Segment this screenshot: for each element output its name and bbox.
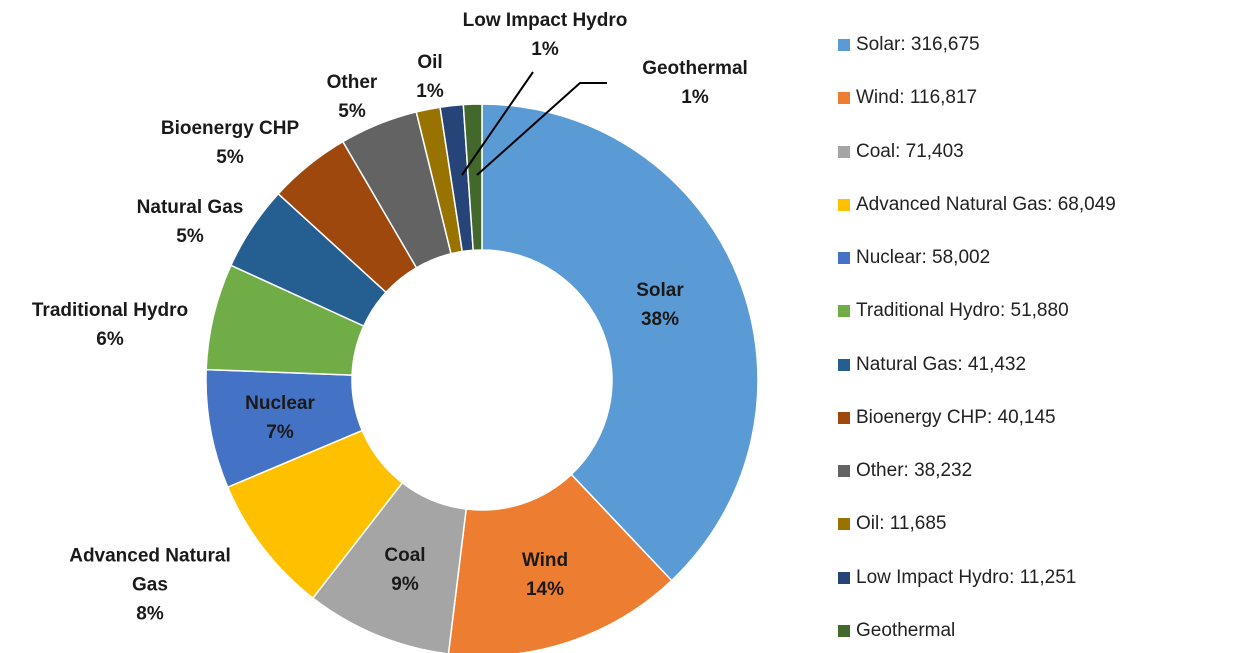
label-percent: 38% [640,309,680,330]
legend-swatch [838,252,850,265]
label-percent: 6% [96,329,124,350]
legend-label: Wind: 116,817 [856,87,978,109]
legend-swatch [838,305,850,318]
donut-slice [481,103,759,582]
label-name: Bioenergy CHP [160,118,300,139]
legend-swatch [838,518,850,531]
legend-swatch [838,198,850,211]
label-name: Nuclear [245,393,315,414]
label-percent: 5% [216,147,244,168]
legend-swatch [838,411,850,424]
legend-label: Traditional Hydro: 51,880 [856,300,1069,322]
label-name: Solar [636,280,684,301]
label-percent: 14% [525,579,565,600]
data-label: Coal 9% [384,541,425,599]
leader-line [476,82,607,176]
legend-label: Other: 38,232 [856,460,973,482]
legend-swatch [838,92,850,105]
legend-label: Bioenergy CHP: 40,145 [856,406,1056,428]
legend-swatch [838,571,850,584]
data-label: Other 5% [327,68,378,126]
legend-label: Oil: 11,685 [856,513,947,535]
donut-slice [447,473,673,653]
legend-label: Natural Gas: 41,432 [856,353,1027,375]
data-label: Geothermal 1% [642,54,748,112]
label-percent: 5% [338,101,366,122]
data-label: Solar 38% [636,276,684,334]
label-percent: 1% [416,81,444,102]
data-label: Nuclear 7% [245,389,315,447]
data-label: Wind 14% [522,546,568,604]
legend-label: Solar: 316,675 [856,34,980,55]
data-label: Low Impact Hydro 1% [463,6,628,64]
legend-label: Geothermal [856,620,956,641]
label-name: Geothermal [642,58,748,79]
data-label: Advanced Natural Gas 8% [60,542,240,629]
label-name: Coal [384,545,426,566]
data-label: Bioenergy CHP 5% [161,114,299,172]
legend-label: Low Impact Hydro: 11,251 [856,566,1077,588]
legend-swatch [838,145,850,158]
donut-slice [462,103,483,252]
legend-label: Coal: 71,403 [856,140,964,162]
data-label: Oil 1% [416,48,443,106]
label-percent: 8% [136,603,164,625]
legend-swatch [838,358,850,371]
data-label: Natural Gas 5% [137,193,244,251]
label-percent: 9% [391,574,419,595]
label-percent: 1% [681,87,709,108]
legend-swatch [838,39,850,51]
label-name: Advanced Natural Gas [69,545,231,596]
leader-line [461,71,534,176]
label-name: Oil [417,52,443,73]
legend-swatch [838,465,850,478]
label-name: Traditional Hydro [31,300,189,321]
label-name: Other [326,72,378,93]
label-name: Wind [521,550,569,571]
legend-label: Advanced Natural Gas: 68,049 [856,193,1116,215]
legend-swatch [838,625,850,637]
label-percent: 5% [176,226,204,247]
label-percent: 1% [531,39,559,60]
label-name: Natural Gas [136,197,244,218]
legend-label: Nuclear: 58,002 [856,247,991,269]
data-label: Traditional Hydro 6% [32,296,188,354]
label-name: Low Impact Hydro [462,10,628,31]
label-percent: 7% [266,422,294,443]
